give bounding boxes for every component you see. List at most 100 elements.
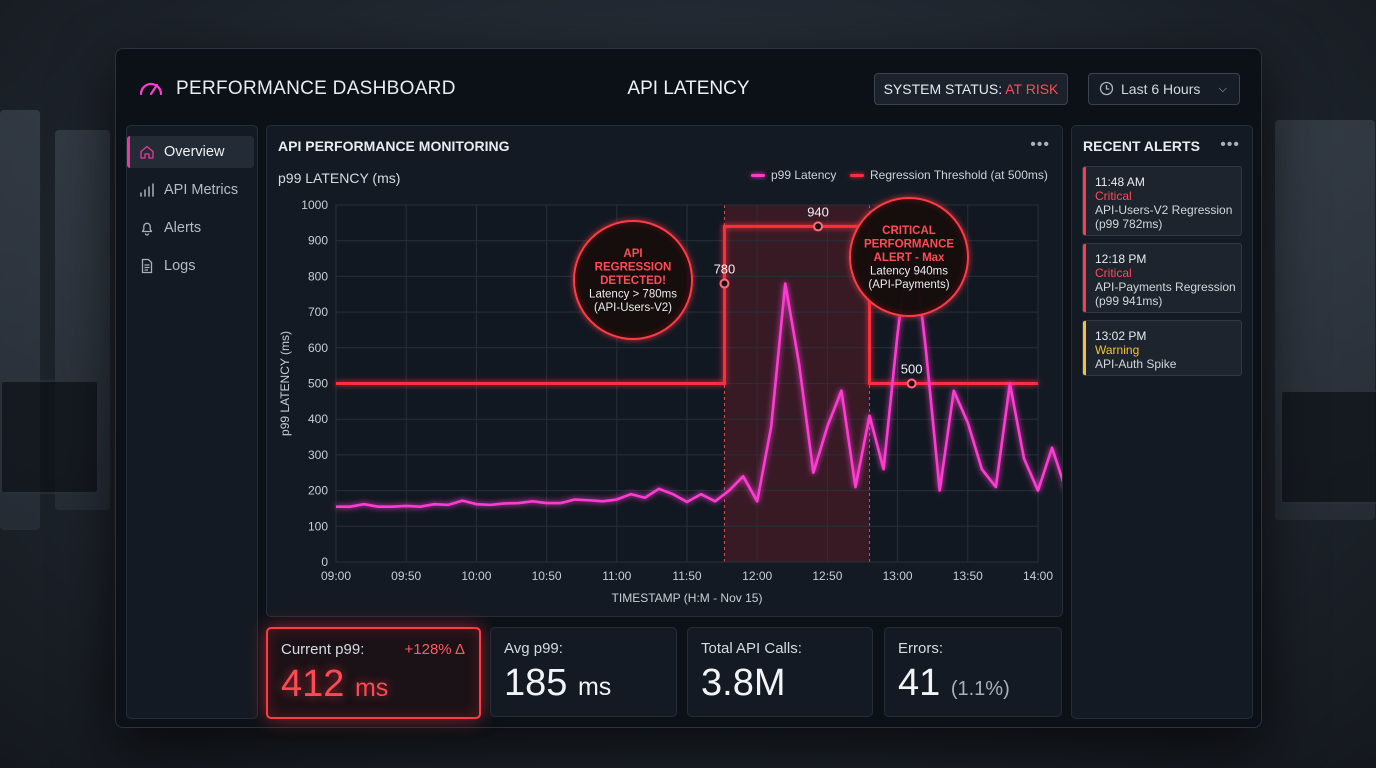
callout-text: PERFORMANCE	[864, 239, 954, 251]
legend-swatch	[751, 174, 765, 178]
y-tick-label: 700	[308, 305, 328, 319]
alert-time: 13:02 PM	[1095, 329, 1147, 343]
legend-swatch	[850, 174, 864, 178]
callout-circle	[573, 220, 693, 340]
status-label: SYSTEM STATUS:	[883, 81, 1006, 97]
y-tick-label: 800	[308, 269, 328, 283]
sidebar-item-label: Overview	[164, 144, 225, 160]
x-tick-label: 12:00	[742, 569, 772, 583]
kpi-errors: Errors: 41 (1.1%)	[884, 627, 1062, 717]
x-tick-label: 12:50	[812, 569, 842, 583]
time-range-select[interactable]: Last 6 Hours ⌵	[1088, 73, 1240, 105]
kpi-label: Total API Calls:	[701, 640, 802, 657]
x-tick-label: 14:00	[1023, 569, 1053, 583]
sidebar-item-label: API Metrics	[164, 182, 239, 198]
bg-monitor	[1280, 390, 1376, 504]
y-tick-label: 0	[321, 555, 328, 569]
x-tick-label: 13:50	[953, 569, 983, 583]
kpi-delta: +128% Δ	[404, 641, 465, 658]
x-tick-label: 11:50	[672, 569, 701, 583]
callout-text: CRITICAL	[882, 225, 936, 237]
x-tick-label: 10:00	[461, 569, 491, 583]
series-line	[336, 225, 1062, 508]
kpi-value: 3.8M	[701, 662, 785, 705]
y-axis-title: p99 LATENCY (ms)	[278, 331, 292, 436]
more-options-icon[interactable]: •••	[1220, 136, 1240, 153]
kpi-label: Errors:	[898, 640, 943, 657]
callout-text: Latency > 780ms	[589, 289, 677, 301]
kpi-value: 185 ms	[504, 662, 611, 705]
time-range-value: Last 6 Hours	[1121, 81, 1201, 97]
bg-monitor	[0, 380, 99, 494]
y-tick-label: 100	[308, 519, 328, 533]
legend-item-p99: p99 Latency	[751, 168, 836, 182]
alert-item[interactable]: 12:18 PM Critical API-Payments Regressio…	[1082, 243, 1242, 313]
alert-severity: Critical	[1095, 266, 1132, 280]
alert-item[interactable]: 13:02 PM Warning API-Auth Spike	[1082, 320, 1242, 376]
x-tick-label: 09:50	[391, 569, 421, 583]
system-status-badge: SYSTEM STATUS: AT RISK	[874, 73, 1068, 105]
alert-message: API-Payments Regression (p99 941ms)	[1095, 280, 1236, 308]
alert-item[interactable]: 11:48 AM Critical API-Users-V2 Regressio…	[1082, 166, 1242, 236]
kpi-current-p99: Current p99: +128% Δ 412 ms	[266, 627, 481, 719]
x-tick-label: 09:00	[321, 569, 351, 583]
peak-marker	[813, 221, 824, 232]
chevron-down-icon: ⌵	[1218, 83, 1227, 95]
legend-label: p99 Latency	[771, 168, 837, 182]
legend-label: Regression Threshold (at 500ms)	[870, 168, 1048, 182]
severity-bar	[1083, 244, 1086, 312]
kpi-sub: (1.1%)	[950, 678, 1010, 700]
gauge-icon	[139, 82, 163, 96]
kpi-avg-p99: Avg p99: 185 ms	[490, 627, 677, 717]
kpi-value: 41 (1.1%)	[898, 662, 1010, 705]
chart-panel-title: API PERFORMANCE MONITORING	[278, 138, 510, 154]
peak-marker	[719, 278, 730, 289]
y-tick-label: 600	[308, 341, 328, 355]
severity-bar	[1083, 167, 1086, 235]
callout-text: Latency 940ms	[870, 266, 948, 278]
callout-text: ALERT - Max	[874, 252, 946, 264]
callout-circle	[849, 197, 969, 317]
latency-chart: 0 100 200 300 400 500 600 700 800 900 1000 09:00 09:…	[278, 197, 1062, 605]
severity-bar	[1083, 321, 1086, 375]
more-options-icon[interactable]: •••	[1030, 136, 1050, 153]
document-icon	[141, 258, 153, 274]
peak-label: 780	[714, 262, 736, 277]
kpi-number: 3.8M	[701, 662, 786, 704]
chart-subtitle: p99 LATENCY (ms)	[278, 170, 401, 186]
sidebar-item-alerts[interactable]: Alerts	[127, 212, 251, 244]
sidebar-item-logs[interactable]: Logs	[127, 250, 251, 282]
recent-alerts-panel: RECENT ALERTS ••• 11:48 AM Critical API-…	[1071, 125, 1253, 719]
kpi-value: 412 ms	[281, 663, 388, 706]
sidebar: Overview API Metrics Alerts Logs	[126, 125, 258, 719]
bell-icon	[141, 222, 153, 236]
kpi-label: Current p99:	[281, 641, 365, 658]
y-tick-label: 500	[308, 377, 328, 391]
kpi-label: Avg p99:	[504, 640, 563, 657]
sidebar-item-label: Alerts	[164, 220, 202, 236]
dashboard-window: PERFORMANCE DASHBOARD API LATENCY SYSTEM…	[115, 48, 1262, 728]
legend-item-threshold: Regression Threshold (at 500ms)	[850, 168, 1048, 182]
callout-text: DETECTED!	[600, 275, 666, 287]
bar-chart-icon	[140, 183, 154, 197]
home-icon	[140, 145, 154, 159]
callout-text: (API-Users-V2)	[594, 302, 672, 314]
sidebar-item-overview[interactable]: Overview	[127, 136, 254, 168]
alert-time: 12:18 PM	[1095, 252, 1147, 266]
alert-message: API-Auth Spike	[1095, 357, 1177, 371]
x-axis-title: TIMESTAMP (H:M - Nov 15)	[612, 591, 763, 605]
alert-severity: Critical	[1095, 189, 1132, 203]
alert-severity: Warning	[1095, 343, 1140, 357]
y-tick-label: 200	[308, 484, 328, 498]
sidebar-item-api-metrics[interactable]: API Metrics	[127, 174, 251, 206]
status-value: AT RISK	[1005, 81, 1059, 97]
kpi-number: 185	[504, 662, 568, 704]
peak-marker	[906, 378, 917, 389]
threshold-line	[336, 224, 1038, 385]
x-tick-label: 11:00	[602, 569, 631, 583]
kpi-number: 41	[898, 662, 941, 704]
peak-label: 940	[807, 204, 829, 219]
callout-text: (API-Payments)	[868, 279, 949, 291]
x-tick-label: 13:00	[883, 569, 913, 583]
